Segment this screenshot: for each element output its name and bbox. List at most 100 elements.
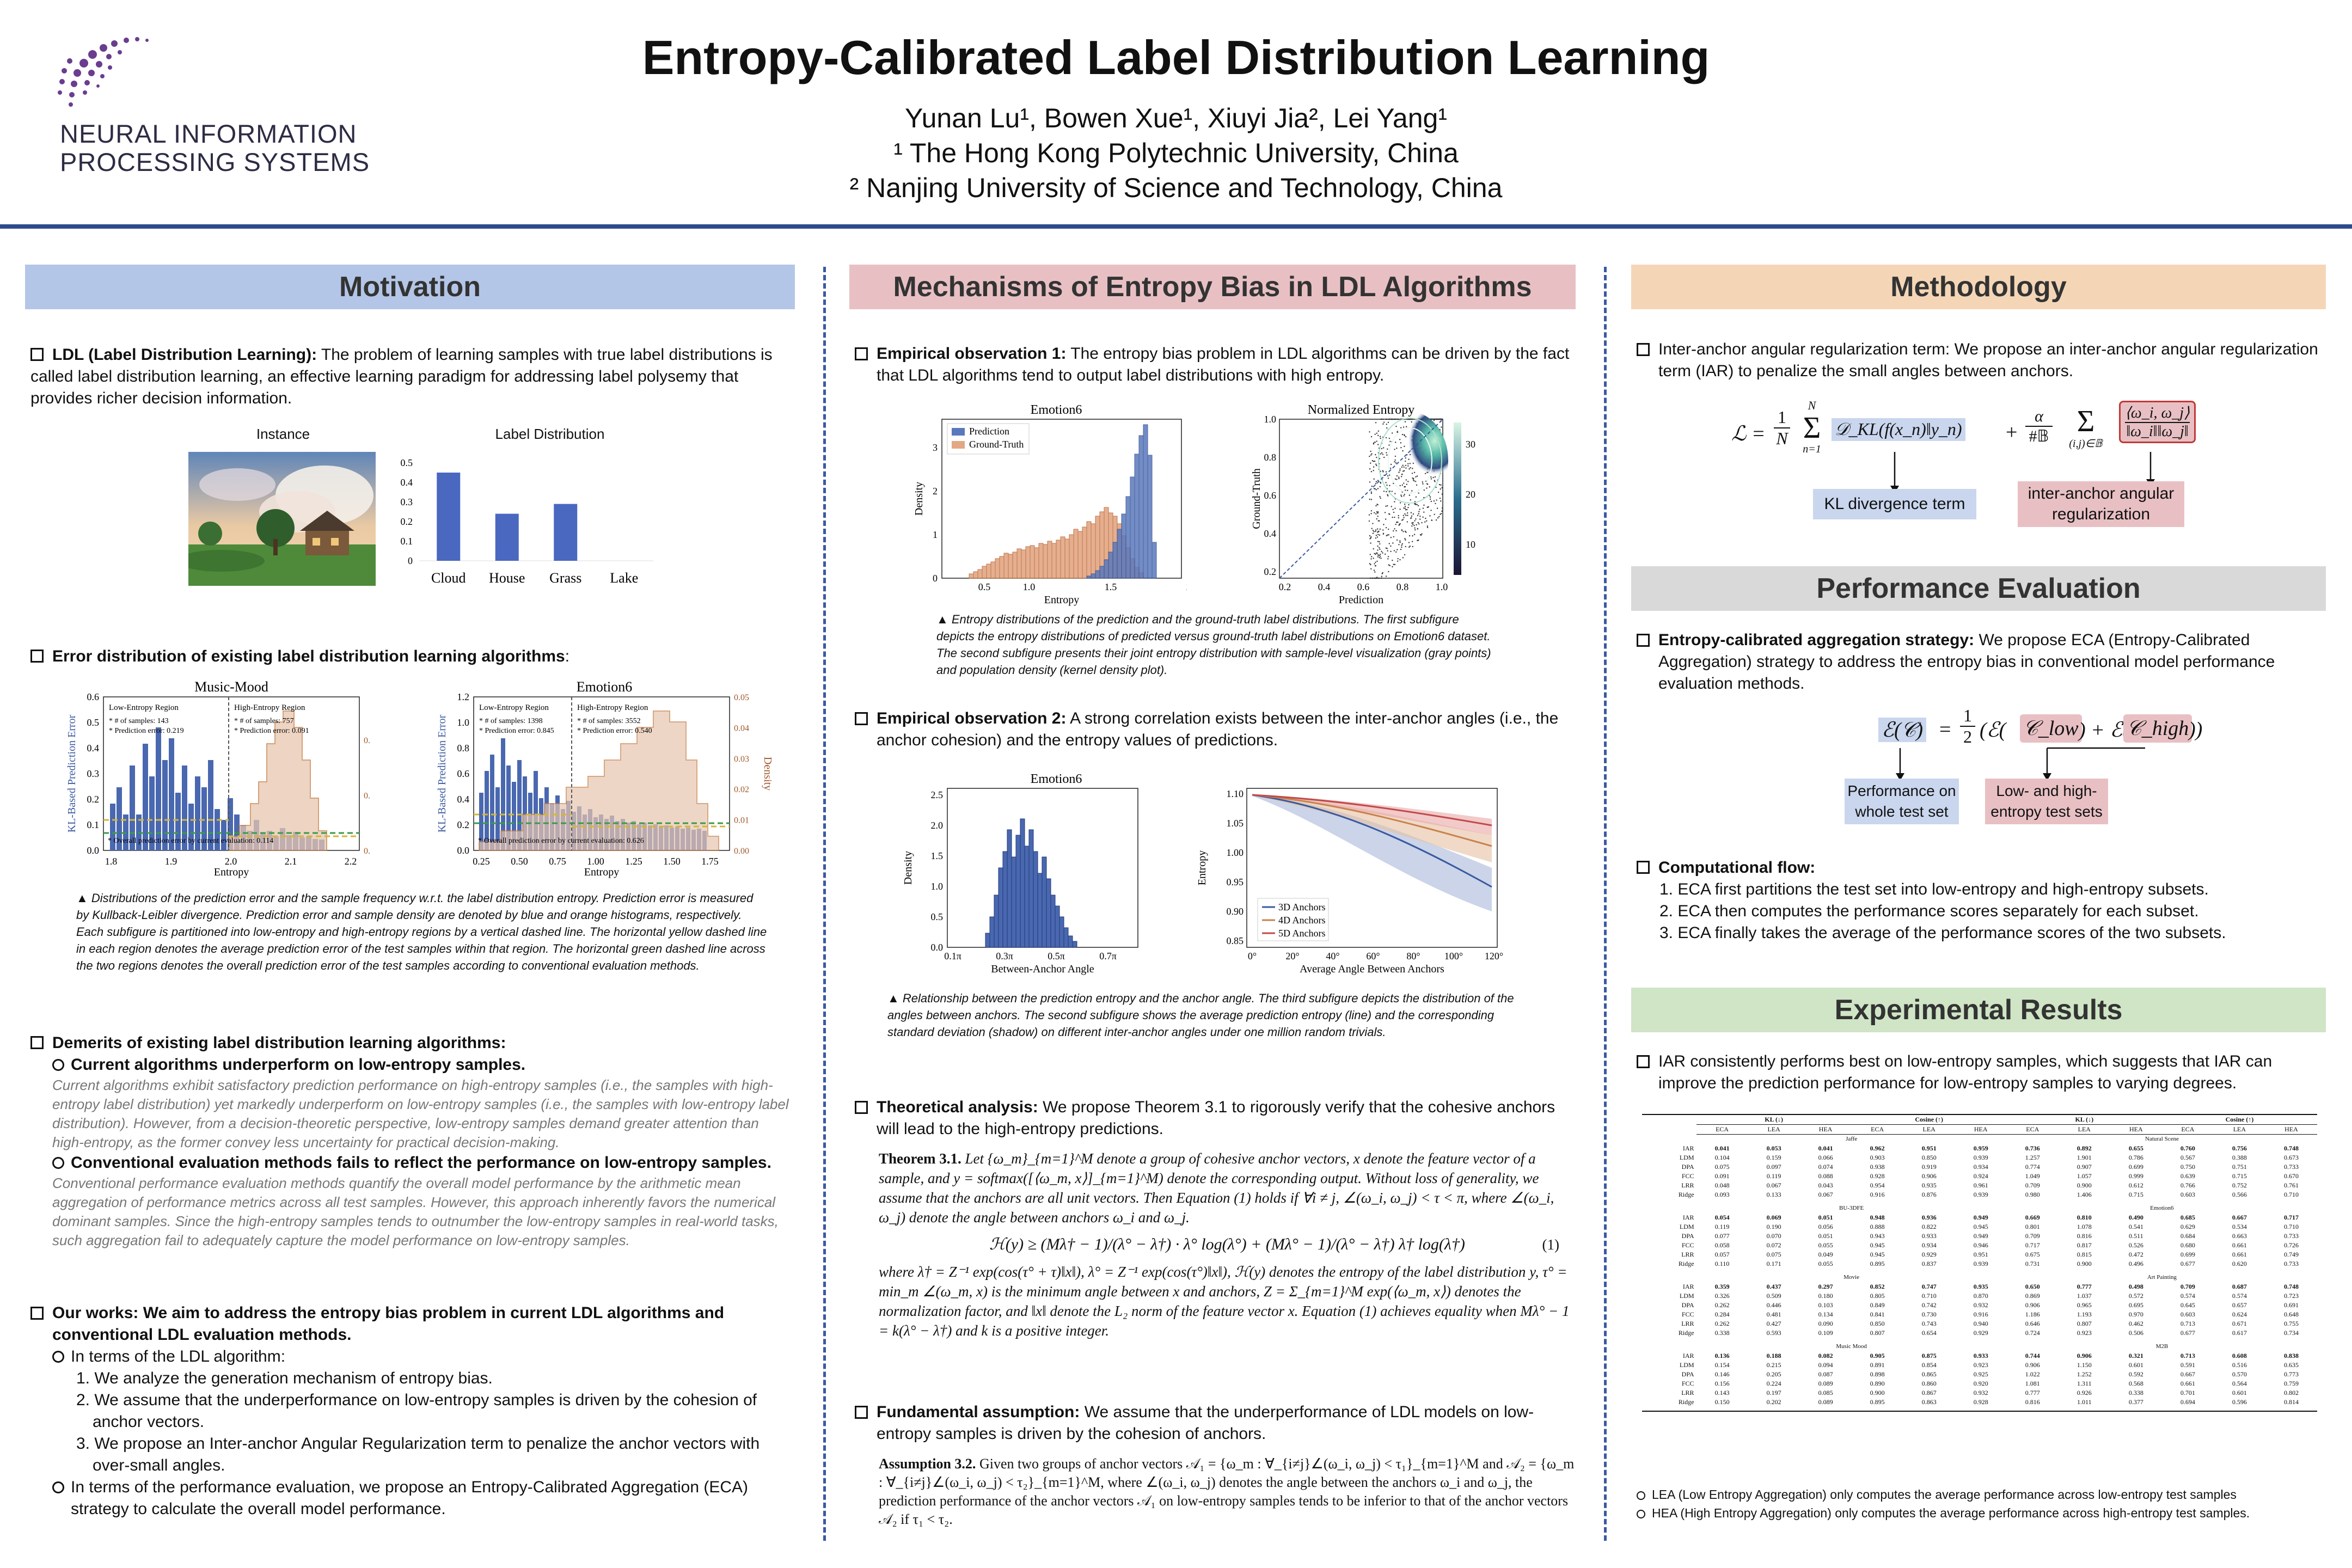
checkbox-icon bbox=[30, 1036, 44, 1049]
table-cell: 0.807 bbox=[1870, 1329, 1885, 1337]
loss-frac2-den: #𝔹 bbox=[2029, 427, 2049, 445]
table-cell: 0.051 bbox=[1818, 1232, 1833, 1240]
table-cell: 0.756 bbox=[2232, 1144, 2247, 1152]
scatter-point bbox=[1393, 511, 1395, 513]
checkbox-icon bbox=[855, 347, 868, 360]
scatter-point bbox=[1382, 418, 1384, 420]
music-xtick: 2.0 bbox=[225, 856, 237, 867]
obs2-text: A strong correlation exists between the … bbox=[877, 709, 1559, 749]
scatter-point bbox=[1418, 523, 1420, 525]
scatter-point bbox=[1396, 539, 1398, 541]
f3-ytick: 0.5 bbox=[931, 911, 944, 922]
thm-head: Theorem 3.1. bbox=[879, 1150, 961, 1167]
works-bold: Our works: We aim to address the entropy… bbox=[52, 1304, 725, 1344]
method-name: Ridge bbox=[1678, 1260, 1694, 1267]
table-cell: 0.592 bbox=[2128, 1370, 2143, 1378]
table-cell: 1.311 bbox=[2077, 1380, 2092, 1387]
entropy-histogram-chart: Emotion6 Prediction bbox=[913, 401, 1198, 608]
method-name: Ridge bbox=[1678, 1329, 1694, 1337]
table-cell: 0.933 bbox=[1921, 1232, 1937, 1240]
table-cell: 0.815 bbox=[2077, 1251, 2092, 1258]
table-cell: 0.935 bbox=[1973, 1283, 1988, 1290]
scatter-point bbox=[1398, 514, 1399, 517]
whole-test-set-label: Performance on whole test set bbox=[1845, 779, 1959, 824]
scatter-point bbox=[1375, 577, 1377, 579]
scatter-point bbox=[1433, 420, 1435, 421]
table-cell: 0.752 bbox=[2232, 1181, 2247, 1189]
table-cell: 0.596 bbox=[2232, 1398, 2247, 1406]
table-cell: 0.377 bbox=[2128, 1398, 2143, 1406]
scatter-point bbox=[1392, 509, 1394, 510]
table-cell: 0.089 bbox=[1818, 1380, 1833, 1387]
demerit1-title: Current algorithms underperform on low-e… bbox=[71, 1056, 526, 1074]
table-cell: 0.143 bbox=[1714, 1389, 1730, 1396]
table-cell: 0.058 bbox=[1714, 1241, 1730, 1249]
table-cell: 0.205 bbox=[1766, 1370, 1781, 1378]
scatter-point bbox=[1404, 554, 1406, 556]
table-sub-header: ECA bbox=[2161, 1124, 2214, 1135]
table-cell: 0.661 bbox=[2232, 1251, 2247, 1258]
scatter-point bbox=[1405, 509, 1407, 511]
table-cell: 0.919 bbox=[1921, 1163, 1937, 1171]
f1-xlabel: Entropy bbox=[1044, 594, 1079, 606]
ld-ytick: 0.4 bbox=[401, 477, 413, 488]
loss-frac2-num: α bbox=[2025, 407, 2053, 427]
scatter-point bbox=[1369, 455, 1370, 457]
table-cell: 0.945 bbox=[1870, 1251, 1885, 1258]
scatter-point bbox=[1371, 453, 1373, 455]
lea-note: LEA (Low Entropy Aggregation) only compu… bbox=[1652, 1487, 2237, 1502]
table-cell: 0.566 bbox=[2232, 1191, 2247, 1198]
emo-low-region: Low-Entropy Region bbox=[479, 703, 549, 712]
scatter-point bbox=[1424, 521, 1426, 523]
scatter-point bbox=[1394, 507, 1396, 509]
f4-ytick: 1.05 bbox=[1227, 818, 1244, 829]
emo-density-tick: 0.03 bbox=[734, 755, 749, 764]
table-row: IAR 0.136 0.188 0.082 0.905 0.875 0.933 0.744 0.… bbox=[1642, 1351, 2317, 1361]
scatter-point bbox=[1380, 558, 1382, 559]
scatter-point bbox=[1426, 525, 1429, 527]
table-cell: 0.854 bbox=[1921, 1361, 1937, 1369]
scatter-point bbox=[1388, 564, 1389, 566]
table-cell: 0.850 bbox=[1870, 1320, 1885, 1327]
table-cell: 0.734 bbox=[2283, 1329, 2299, 1337]
f4-xtick: 0° bbox=[1248, 951, 1257, 961]
emo-xtick: 1.25 bbox=[625, 856, 642, 867]
ld-bar bbox=[437, 473, 461, 561]
fundamental-assumption: Fundamental assumption: We assume that t… bbox=[855, 1401, 1579, 1445]
emo-ytick: 1.2 bbox=[457, 691, 470, 702]
table-cell: 0.338 bbox=[1714, 1329, 1730, 1337]
scatter-point bbox=[1399, 523, 1400, 525]
scatter-point bbox=[1370, 510, 1373, 512]
music-ytick: 0.2 bbox=[87, 794, 100, 805]
scatter-point bbox=[1413, 524, 1415, 526]
scatter-point bbox=[1387, 534, 1388, 536]
table-cell: 0.929 bbox=[1921, 1251, 1937, 1258]
scatter-point bbox=[1391, 506, 1392, 507]
emo-ytick: 0.0 bbox=[457, 845, 470, 856]
scatter-point bbox=[1414, 529, 1416, 531]
scatter-point bbox=[1395, 523, 1396, 525]
checkbox-icon bbox=[30, 1307, 44, 1320]
neurips-logo-mark bbox=[58, 37, 149, 107]
scatter-point bbox=[1441, 426, 1442, 428]
scatter-point bbox=[1374, 571, 1376, 573]
table-cell: 0.733 bbox=[2283, 1163, 2299, 1171]
table-cell: 1.150 bbox=[2077, 1361, 2092, 1369]
music-xlabel: Entropy bbox=[214, 866, 249, 878]
table-cell: 0.954 bbox=[1870, 1181, 1885, 1189]
table-cell: 0.154 bbox=[1714, 1361, 1730, 1369]
table-row: FCC 0.058 0.072 0.055 0.945 0.934 0.946 0.717 0.… bbox=[1642, 1241, 2317, 1250]
eca-half: 1 2 bbox=[1960, 706, 1975, 747]
table-cell: 1.186 bbox=[2025, 1310, 2040, 1318]
scatter-point bbox=[1376, 511, 1378, 513]
method-name: LDM bbox=[1679, 1154, 1694, 1161]
loss-frac3-den: ‖ω_i‖‖ω_j‖ bbox=[2126, 423, 2189, 440]
table-cell: 0.928 bbox=[1973, 1398, 1988, 1406]
ldl-text: The problem of learning samples with tru… bbox=[30, 346, 773, 407]
table-cell: 0.481 bbox=[1766, 1310, 1781, 1318]
scatter-point bbox=[1438, 516, 1440, 518]
scatter-point bbox=[1376, 528, 1379, 530]
table-cell: 0.748 bbox=[2283, 1283, 2299, 1290]
table-cell: 1.901 bbox=[2077, 1154, 2092, 1161]
method-name: LRR bbox=[1681, 1251, 1694, 1258]
